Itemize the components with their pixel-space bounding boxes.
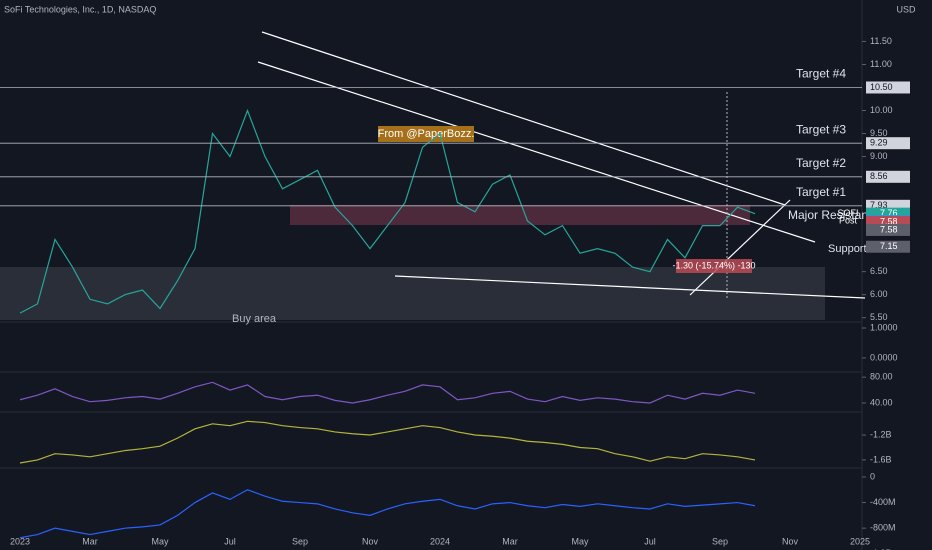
- resistance-zone: [290, 205, 750, 225]
- price-tag-label: 7.15: [880, 241, 898, 251]
- measure: -1.30 (-15.74%) -130: [672, 260, 755, 270]
- series-line: [19, 108, 756, 314]
- price-tag-label: 7.58: [880, 216, 898, 226]
- support-label: Support: [828, 243, 867, 255]
- y-tick-label: 9.00: [870, 151, 888, 161]
- y-tick-label: 0.0000: [870, 352, 898, 362]
- y-tick-label: -1.2B: [870, 548, 892, 550]
- y-tick-label: -1.6B: [870, 454, 892, 464]
- price-tag-name: SOFI: [837, 208, 858, 218]
- level-tag: [866, 81, 910, 94]
- y-tick-label: 11.00: [870, 59, 892, 69]
- x-tick-label: May: [151, 536, 169, 546]
- y-tick-label: 11.50: [870, 36, 892, 46]
- level-text: Target #2: [796, 156, 846, 170]
- y-tick-label: 9.50: [870, 128, 888, 138]
- y-tick-label: -800M: [870, 523, 896, 533]
- trend-line: [261, 31, 786, 206]
- y-tick-label: 0: [870, 471, 875, 481]
- y-tick-label: -1.2B: [870, 429, 892, 439]
- x-tick-label: Nov: [782, 536, 799, 546]
- price-tag-label: 7.58: [880, 224, 898, 234]
- trend-line: [689, 199, 791, 296]
- x-tick-label: 2025: [850, 536, 870, 546]
- x-tick-label: Nov: [362, 536, 379, 546]
- author-box: [378, 126, 474, 142]
- trend-line: [257, 61, 816, 243]
- level-text: Target #1: [796, 185, 846, 199]
- y-tick-label: 6.50: [870, 266, 888, 276]
- x-tick-label: May: [571, 536, 589, 546]
- y-tick-label: 80.00: [870, 372, 893, 382]
- series-line: [19, 381, 756, 404]
- price-tag: [866, 223, 910, 236]
- buy-label: Buy area: [232, 313, 277, 325]
- x-tick-label: 2024: [430, 536, 450, 546]
- symbol: SoFi Technologies, Inc., 1D, NASDAQ: [4, 4, 156, 14]
- level-tag-label: 9.29: [870, 138, 888, 148]
- x-tick-label: 2023: [10, 536, 30, 546]
- x-tick-label: Jul: [644, 536, 656, 546]
- level-text: Target #3: [796, 122, 846, 136]
- y-tick-label: 5.50: [870, 312, 888, 322]
- price-tag: [866, 240, 910, 253]
- level-tag-label: 10.50: [870, 82, 893, 92]
- x-tick-label: Sep: [292, 536, 308, 546]
- author: From @PaperBozz.: [378, 128, 475, 140]
- x-tick-label: Sep: [712, 536, 728, 546]
- x-tick-label: Jul: [224, 536, 236, 546]
- trend-line: [394, 275, 866, 299]
- level-text: Target #4: [796, 67, 846, 81]
- level-tag-label: 7.93: [870, 200, 888, 210]
- series-line: [19, 489, 756, 539]
- series-line: [19, 420, 756, 464]
- y-tick-label: -400M: [870, 497, 896, 507]
- x-tick-label: Mar: [502, 536, 518, 546]
- x-tick-label: Mar: [82, 536, 98, 546]
- y-tick-label: 6.00: [870, 289, 888, 299]
- y-tick-label: 1.0000: [870, 322, 898, 332]
- price-tag-name: Post: [839, 215, 858, 225]
- y-tick-label: 40.00: [870, 397, 893, 407]
- y-tick-label: 10.00: [870, 105, 893, 115]
- level-tag-label: 8.56: [870, 171, 888, 181]
- level-tag: [866, 137, 910, 150]
- resistance-label: Major Resistance: [788, 208, 881, 222]
- currency: USD: [896, 4, 916, 14]
- level-tag: [866, 170, 910, 183]
- price-tag-label: 7.76: [880, 208, 898, 218]
- measure-box: [676, 259, 752, 273]
- buy-area: [0, 267, 825, 320]
